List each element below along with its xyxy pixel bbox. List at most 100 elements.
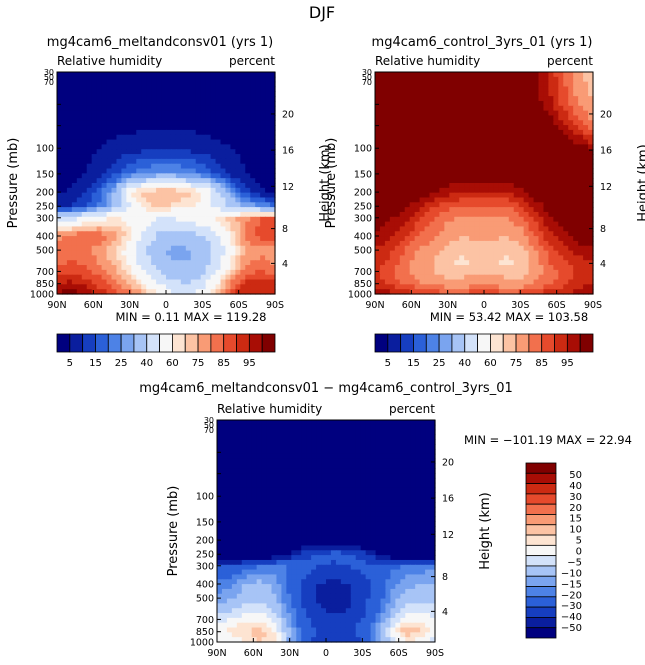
field-cell	[425, 434, 431, 440]
field-cell	[251, 482, 258, 489]
field-cell	[573, 207, 579, 213]
field-cell	[493, 178, 500, 184]
field-cell	[195, 144, 202, 150]
field-cell	[101, 226, 108, 232]
field-cell	[528, 240, 535, 247]
field-cell	[66, 158, 73, 165]
field-cell	[61, 149, 68, 155]
field-cell	[141, 178, 147, 184]
field-cell	[215, 173, 222, 179]
field-cell	[355, 468, 362, 474]
field-cell	[91, 105, 98, 112]
field-cell	[459, 76, 465, 83]
field-cell	[136, 81, 142, 88]
field-cell	[185, 110, 192, 117]
field-cell	[266, 458, 273, 465]
field-cell	[161, 100, 167, 107]
field-cell	[200, 129, 207, 136]
field-cell	[588, 120, 594, 126]
field-cell	[156, 76, 162, 83]
field-cell	[395, 477, 401, 484]
field-cell	[498, 284, 505, 290]
field-cell	[220, 211, 227, 218]
field-cell	[513, 178, 520, 184]
field-cell	[116, 178, 122, 184]
field-cell	[230, 149, 236, 155]
field-cell	[484, 100, 490, 107]
field-cell	[528, 105, 535, 112]
field-cell	[474, 260, 480, 266]
field-cell	[399, 183, 406, 189]
field-cell	[419, 255, 426, 261]
field-cell	[161, 226, 167, 232]
field-cell	[195, 100, 202, 107]
field-cell	[484, 236, 490, 242]
field-cell	[503, 221, 510, 228]
field-cell	[503, 158, 510, 165]
field-cell	[235, 168, 241, 174]
field-cell	[121, 105, 127, 112]
field-cell	[246, 463, 253, 469]
field-cell	[141, 279, 147, 285]
field-cell	[166, 211, 172, 218]
field-cell	[399, 197, 406, 203]
field-cell	[538, 76, 545, 83]
field-cell	[553, 183, 559, 189]
field-cell	[250, 110, 256, 117]
h-tick-label: 16	[600, 146, 612, 157]
field-cell	[389, 149, 396, 155]
field-cell	[429, 125, 436, 131]
field-cell	[444, 197, 450, 203]
field-cell	[583, 86, 589, 92]
field-cell	[384, 265, 391, 271]
field-cell	[190, 226, 197, 232]
field-cell	[151, 110, 157, 117]
field-cell	[548, 192, 554, 199]
field-cell	[61, 187, 68, 194]
field-cell	[57, 216, 63, 223]
field-cell	[266, 420, 273, 426]
field-cell	[265, 125, 271, 131]
field-cell	[251, 477, 258, 484]
field-cell	[260, 149, 266, 155]
field-cell	[326, 458, 332, 465]
field-cell	[76, 279, 83, 285]
colorbar-swatch	[133, 333, 148, 353]
field-cell	[246, 420, 253, 426]
field-cell	[588, 231, 594, 237]
field-cell	[296, 444, 302, 450]
field-cell	[523, 158, 530, 165]
field-cell	[409, 144, 416, 150]
field-cell	[439, 192, 445, 199]
field-cell	[230, 129, 236, 136]
field-cell	[444, 115, 450, 121]
field-cell	[533, 245, 540, 252]
field-cell	[553, 154, 559, 160]
field-cell	[384, 96, 391, 102]
field-cell	[240, 158, 246, 165]
field-cell	[434, 105, 440, 112]
p-tick-label: 1000	[30, 290, 54, 301]
field-cell	[429, 110, 436, 117]
field-cell	[185, 240, 192, 247]
field-cell	[185, 173, 192, 179]
field-cell	[430, 458, 436, 465]
field-cell	[553, 207, 559, 213]
field-cell	[220, 120, 227, 126]
field-cell	[141, 289, 147, 295]
field-cell	[538, 72, 545, 78]
field-cell	[474, 284, 480, 290]
p-tick-label: 400	[36, 231, 54, 242]
field-cell	[389, 284, 396, 290]
field-cell	[91, 236, 98, 242]
field-cell	[454, 76, 460, 83]
field-cell	[76, 245, 83, 252]
field-cell	[444, 274, 450, 281]
field-cell	[226, 468, 233, 474]
field-cell	[543, 231, 549, 237]
field-cell	[464, 197, 470, 203]
field-cell	[518, 91, 525, 97]
h-tick-label: 20	[600, 109, 612, 120]
field-cell	[399, 226, 406, 232]
field-cell	[166, 289, 172, 295]
